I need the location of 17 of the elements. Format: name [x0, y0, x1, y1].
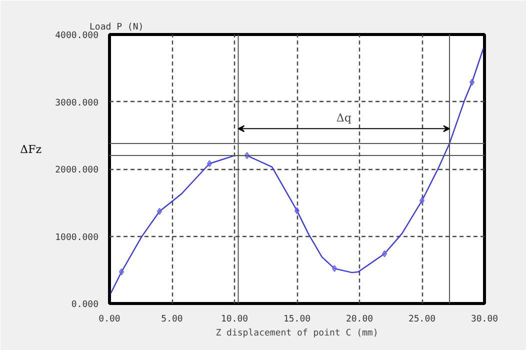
y-tick-label: 4000.000 [55, 31, 99, 41]
x-tick-label: 10.00 [220, 314, 248, 324]
x-tick-label: 5.00 [161, 314, 183, 324]
line-series [110, 48, 484, 294]
y-tick-label: 2000.000 [55, 166, 99, 176]
text: ΔFz [20, 142, 42, 156]
x-axis-title: Z displacement of point C (mm) [216, 328, 378, 338]
y-axis-title: Load P (N) [90, 22, 144, 32]
x-tick-label: 30.00 [470, 314, 498, 324]
x-tick-label: 15.00 [283, 314, 311, 324]
y-tick-label: 3000.000 [55, 98, 99, 108]
y-tick-label: 0.000 [71, 300, 98, 310]
x-tick-label: 25.00 [408, 314, 436, 324]
y-tick-label: 1000.000 [55, 232, 99, 243]
annotation: Δq [336, 112, 352, 125]
x-tick-label: 0.00 [98, 314, 120, 324]
x-tick-label: 20.00 [346, 314, 374, 324]
